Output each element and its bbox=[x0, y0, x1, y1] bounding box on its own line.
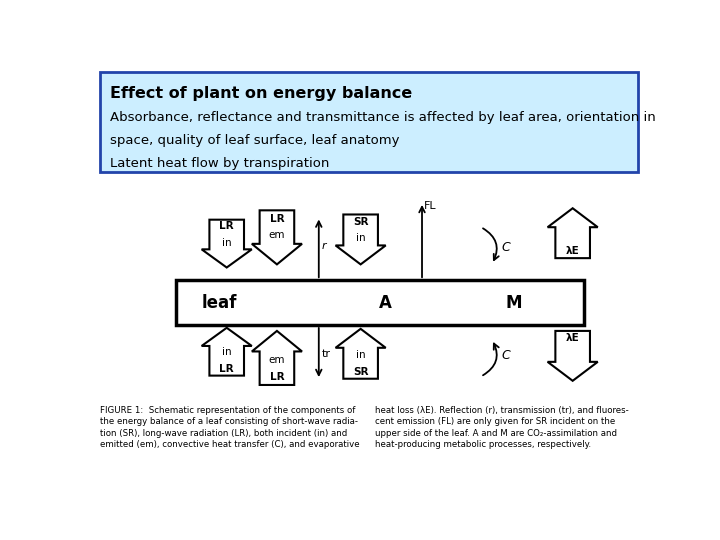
Text: em: em bbox=[269, 231, 285, 240]
Text: space, quality of leaf surface, leaf anatomy: space, quality of leaf surface, leaf ana… bbox=[109, 134, 399, 147]
Polygon shape bbox=[548, 208, 598, 258]
Text: in: in bbox=[222, 347, 232, 357]
Text: in: in bbox=[222, 238, 232, 248]
Polygon shape bbox=[252, 211, 302, 265]
Text: heat loss (λE). Reflection (r), transmission (tr), and fluores-
cent emission (F: heat loss (λE). Reflection (r), transmis… bbox=[374, 406, 629, 449]
Text: M: M bbox=[506, 294, 522, 312]
FancyBboxPatch shape bbox=[176, 280, 584, 325]
Text: in: in bbox=[356, 350, 366, 360]
Polygon shape bbox=[336, 329, 386, 379]
Text: Effect of plant on energy balance: Effect of plant on energy balance bbox=[109, 85, 412, 100]
Polygon shape bbox=[252, 331, 302, 385]
Text: C: C bbox=[502, 241, 510, 254]
Polygon shape bbox=[336, 214, 386, 265]
Text: tr: tr bbox=[322, 349, 330, 359]
Text: λE: λE bbox=[566, 246, 580, 256]
Text: leaf: leaf bbox=[202, 294, 237, 312]
Text: LR: LR bbox=[220, 364, 234, 374]
Text: SR: SR bbox=[353, 367, 369, 376]
Polygon shape bbox=[202, 220, 252, 267]
Text: LR: LR bbox=[220, 221, 234, 231]
Text: SR: SR bbox=[353, 217, 369, 227]
Text: r: r bbox=[322, 241, 326, 251]
Text: FIGURE 1:  Schematic representation of the components of
the energy balance of a: FIGURE 1: Schematic representation of th… bbox=[100, 406, 360, 449]
Text: Latent heat flow by transpiration: Latent heat flow by transpiration bbox=[109, 157, 329, 170]
Text: LR: LR bbox=[269, 214, 284, 224]
Text: em: em bbox=[269, 355, 285, 365]
Text: C: C bbox=[502, 349, 510, 362]
FancyBboxPatch shape bbox=[100, 72, 638, 172]
Text: Absorbance, reflectance and transmittance is affected by leaf area, orientation : Absorbance, reflectance and transmittanc… bbox=[109, 111, 655, 124]
Text: LR: LR bbox=[269, 372, 284, 382]
Polygon shape bbox=[548, 331, 598, 381]
Text: λE: λE bbox=[566, 333, 580, 343]
Text: A: A bbox=[379, 294, 392, 312]
Text: in: in bbox=[356, 233, 366, 244]
Polygon shape bbox=[202, 328, 252, 376]
Text: FL: FL bbox=[423, 201, 436, 211]
